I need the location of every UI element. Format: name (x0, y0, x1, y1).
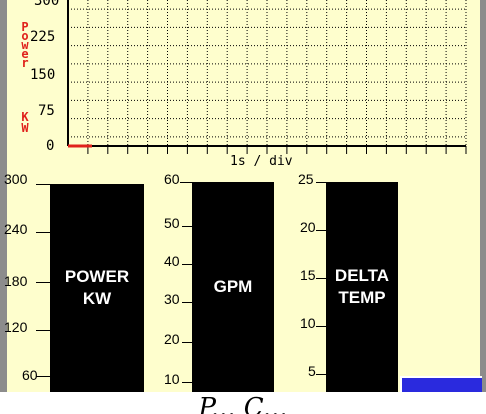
navigation-button[interactable] (400, 376, 482, 392)
meter-tick-label: 5 (308, 363, 316, 379)
meter-tick-label: 15 (300, 267, 316, 283)
axis-title-char: W (21, 121, 29, 135)
delta-temp-bar: DELTA TEMP (326, 182, 398, 392)
caption-text: P... C... (198, 393, 288, 414)
y-tick-label: 225 (30, 29, 56, 45)
meter-tick-line (180, 182, 192, 183)
meter-tick-line (182, 264, 192, 265)
meter-tick-line (316, 230, 326, 231)
time-scale-label: 1s / div (230, 154, 293, 169)
meter-tick-label: 60 (22, 367, 38, 383)
meter-tick-label: 40 (164, 253, 180, 269)
meter-tick-label: 120 (4, 319, 28, 335)
left-bezel (0, 0, 7, 392)
meter-tick-label: 50 (164, 215, 180, 231)
meter-tick-line (316, 182, 326, 183)
meter-tick-line (36, 376, 50, 377)
trend-grid (67, 0, 467, 154)
meter-tick-line (182, 226, 192, 227)
meter-tick-label: 20 (300, 219, 316, 235)
meter-tick-line (316, 374, 326, 375)
meter-tick-label: 10 (164, 371, 180, 387)
axis-title-char: K (21, 110, 29, 124)
meter-tick-label: 240 (4, 221, 28, 237)
right-bezel (480, 0, 486, 392)
meter-tick-line (36, 282, 50, 283)
meter-tick-line (316, 326, 326, 327)
hmi-screen: P o w e r K W 300 225 150 75 0 1s / div … (0, 0, 486, 392)
meter-tick-line (316, 278, 326, 279)
y-tick-label: 0 (46, 138, 55, 154)
grid-lines (68, 0, 467, 146)
x-axis-ticks (87, 146, 467, 154)
meter-tick-label: 20 (164, 331, 180, 347)
y-tick-label: 300 (34, 0, 60, 9)
meter-tick-line (182, 302, 192, 303)
axis-title-char: P (21, 20, 29, 34)
y-tick-label: 75 (38, 103, 55, 119)
meter-tick-label: 10 (300, 315, 316, 331)
meter-tick-line (182, 342, 192, 343)
gpm-bar: GPM (192, 182, 274, 392)
meter-tick-label: 60 (164, 171, 180, 187)
axis-title-char: o (21, 29, 29, 43)
power-trend-chart: P o w e r K W 300 225 150 75 0 1s / div (0, 0, 486, 169)
power-kw-bar: POWER KW (50, 184, 144, 392)
meter-tick-label: 300 (4, 171, 28, 187)
meter-tick-line (36, 330, 50, 331)
axis-title-char: r (21, 56, 29, 70)
axis-title-char: e (21, 47, 29, 61)
meter-tick-label: 25 (298, 171, 314, 187)
meter-tick-label: 180 (4, 273, 28, 289)
meter-tick-label: 30 (164, 291, 180, 307)
meter-scale-line (36, 184, 50, 185)
meter-tick-line (182, 382, 192, 383)
meter-tick-line (36, 232, 50, 233)
y-tick-label: 150 (30, 67, 56, 83)
axis-title-char: w (21, 38, 29, 52)
